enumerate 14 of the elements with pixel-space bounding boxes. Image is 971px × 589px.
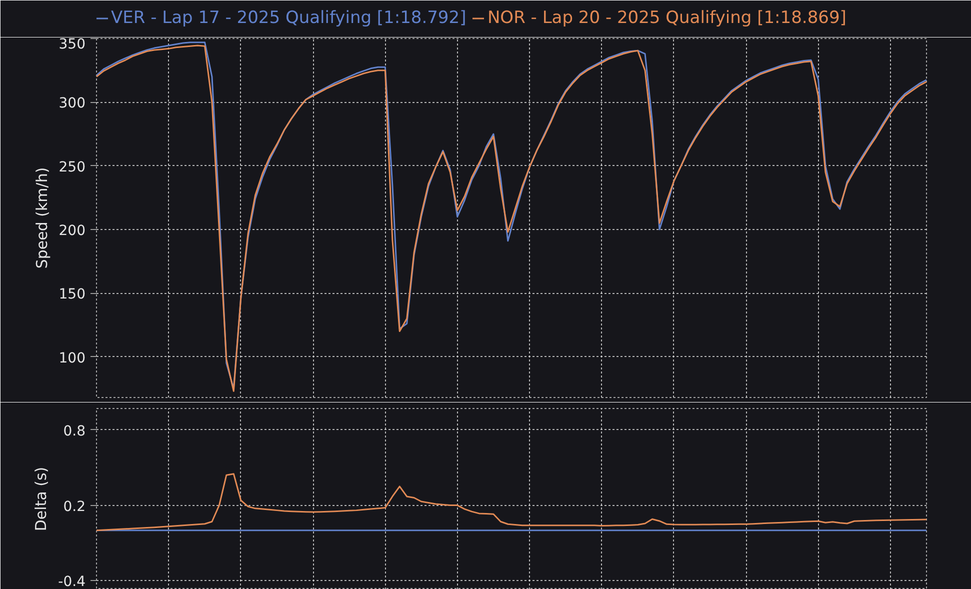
- y-tick-label: 0.8: [63, 423, 86, 440]
- y-tick-label: 100: [58, 350, 86, 366]
- legend-label: VER - Lap 17 - 2025 Qualifying [1:18.792]: [111, 8, 466, 28]
- y-tick-label: -0.4: [58, 574, 86, 589]
- y-axis-title: Speed (km/h): [32, 167, 51, 269]
- y-tick-label: 250: [58, 159, 86, 176]
- y-axis-title: Delta (s): [32, 466, 50, 532]
- legend-label: NOR - Lap 20 - 2025 Qualifying [1:18.869]: [487, 8, 846, 28]
- y-tick-label: 350: [58, 36, 86, 52]
- y-tick-label: 150: [58, 286, 86, 303]
- y-tick-label: 0.2: [63, 498, 86, 515]
- line-series: [96, 473, 926, 532]
- y-tick-label: 200: [58, 222, 86, 239]
- y-tick-label: 300: [58, 96, 86, 112]
